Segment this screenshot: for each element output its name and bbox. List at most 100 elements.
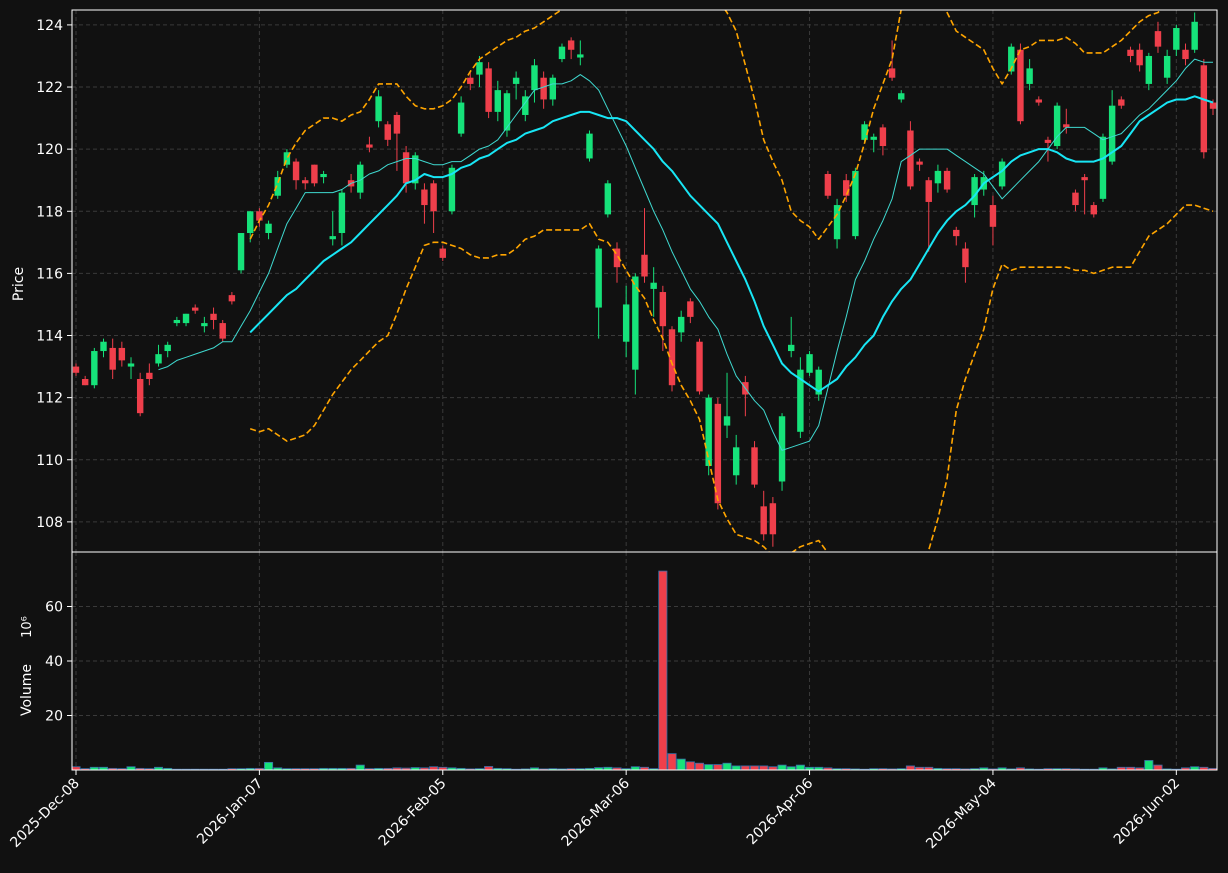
candle-body <box>512 77 520 84</box>
candle-body <box>430 183 437 212</box>
candle-body <box>962 248 969 268</box>
volume-bar <box>1153 764 1163 770</box>
candle-body <box>375 96 382 122</box>
candle-body <box>677 316 685 333</box>
candle-body <box>439 248 446 258</box>
price-axis-label: Price <box>11 267 27 301</box>
candle-body <box>751 447 758 485</box>
y-tick-label: 60 <box>45 600 63 616</box>
candle-body <box>283 152 291 165</box>
volume-bar <box>447 767 457 770</box>
price-panel <box>72 12 1217 547</box>
candle-body <box>632 276 639 370</box>
candle-body <box>1026 68 1033 84</box>
volume-bar <box>1116 766 1126 770</box>
candle-body <box>558 46 566 60</box>
volume-panel <box>72 570 1217 770</box>
candle-body <box>228 295 236 302</box>
candle-body <box>274 177 281 196</box>
candle-body <box>1053 105 1061 147</box>
candle-body <box>925 180 932 202</box>
candle-body <box>265 223 272 234</box>
candle-body <box>1008 46 1015 72</box>
candle-body <box>1145 55 1153 84</box>
y-tick-label: 40 <box>45 654 63 670</box>
y-tick-label: 116 <box>36 266 63 282</box>
volume-bar <box>777 764 787 770</box>
volume-bar <box>89 766 99 770</box>
candle-body <box>531 65 538 91</box>
candle-body <box>650 282 657 289</box>
candle-body <box>467 77 474 84</box>
volume-bar <box>832 768 842 770</box>
candle-body <box>1173 28 1180 50</box>
candle-body <box>210 313 217 320</box>
candle-body <box>971 177 978 206</box>
volume-bar <box>795 764 805 770</box>
candle-body <box>567 40 575 50</box>
volume-bar <box>1061 768 1071 770</box>
volume-bar <box>896 768 906 770</box>
volume-axis-label: Volume <box>19 664 35 716</box>
volume-bar <box>117 768 127 770</box>
volume-bar <box>667 753 677 770</box>
candle-body <box>1090 205 1098 215</box>
volume-bar <box>951 768 961 770</box>
candle-body <box>247 211 254 234</box>
candle-body <box>1044 139 1052 143</box>
candle-body <box>898 93 905 100</box>
volume-bar <box>759 765 769 770</box>
volume-bar <box>98 766 109 770</box>
moving-average-line <box>249 95 1214 393</box>
volume-scale-label: 10⁶ <box>20 616 35 638</box>
candle-body <box>879 127 887 147</box>
candle-body <box>1154 31 1162 47</box>
candle-body <box>1209 102 1217 109</box>
volume-bar <box>915 766 925 770</box>
candle-body <box>136 378 144 414</box>
candle-body <box>797 369 804 432</box>
candle-body <box>1063 124 1070 128</box>
candle-body <box>943 170 951 190</box>
volume-bar <box>309 768 319 770</box>
candle-body <box>815 369 822 395</box>
candle-body <box>320 173 327 178</box>
candle-body <box>100 341 107 352</box>
candle-body <box>586 133 593 159</box>
grid <box>72 10 1217 770</box>
candle-body <box>806 354 813 373</box>
candle-body <box>641 254 648 277</box>
candle-body <box>778 416 786 482</box>
volume-bar <box>639 766 650 770</box>
candle-body <box>769 503 777 535</box>
volume-bar <box>823 767 833 770</box>
candle-body <box>109 347 116 370</box>
candle-body <box>549 77 557 100</box>
candle-body <box>366 144 373 148</box>
volume-bar <box>750 765 760 770</box>
candle-body <box>714 403 722 504</box>
candle-body <box>1163 55 1171 78</box>
volume-bar <box>685 761 695 770</box>
volume-bar <box>658 570 668 770</box>
candle-body <box>448 167 456 212</box>
candle-body <box>907 130 914 187</box>
candle-body <box>723 416 731 426</box>
volume-bar <box>153 766 164 770</box>
volume-bar <box>1015 767 1025 770</box>
volume-bar <box>364 768 374 770</box>
candle-body <box>953 229 960 237</box>
overlay-lines <box>158 10 1214 552</box>
candle-body <box>540 77 547 100</box>
volume-bar <box>722 762 732 770</box>
volume-bar <box>392 767 402 770</box>
candle-body <box>1072 192 1079 206</box>
volume-bar <box>438 766 448 770</box>
volume-bar <box>401 767 411 770</box>
candle-body <box>870 136 877 140</box>
volume-bar <box>1180 767 1191 770</box>
volume-bar <box>1098 767 1108 770</box>
candle-body <box>989 205 997 227</box>
candle-body <box>824 173 832 196</box>
candle-body <box>577 54 584 58</box>
